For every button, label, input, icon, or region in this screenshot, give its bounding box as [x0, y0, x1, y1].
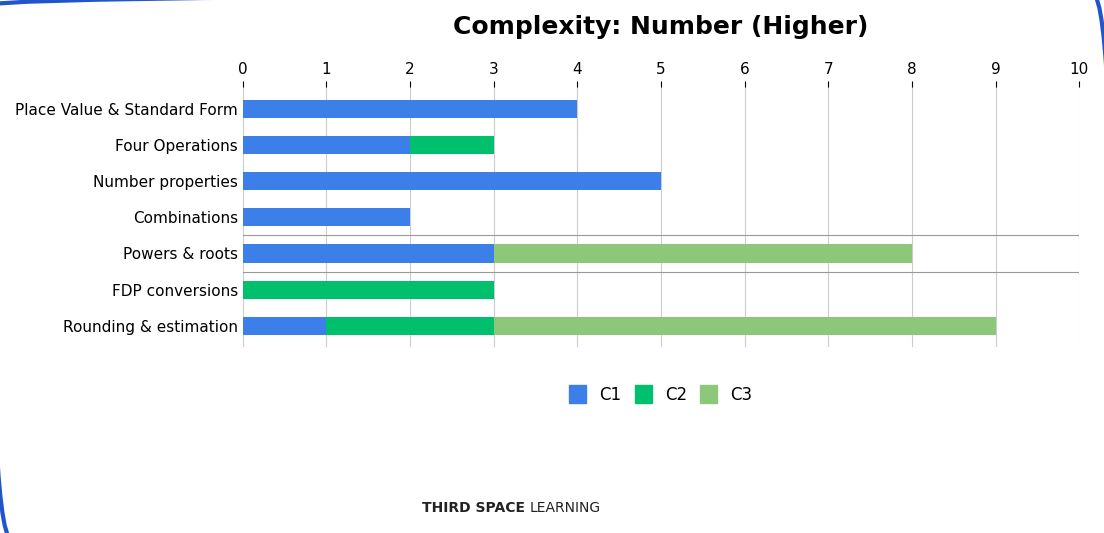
- Text: LEARNING: LEARNING: [530, 500, 601, 515]
- Title: Complexity: Number (Higher): Complexity: Number (Higher): [454, 15, 869, 39]
- Bar: [243, 136, 410, 154]
- Text: THIRD SPACE: THIRD SPACE: [422, 500, 530, 515]
- Bar: [327, 317, 493, 335]
- Bar: [410, 136, 493, 154]
- Bar: [243, 172, 661, 190]
- Bar: [243, 280, 493, 298]
- Bar: [243, 245, 493, 263]
- Bar: [243, 317, 327, 335]
- Bar: [493, 245, 912, 263]
- Bar: [493, 317, 996, 335]
- Bar: [243, 100, 577, 118]
- Legend: C1, C2, C3: C1, C2, C3: [561, 377, 761, 412]
- Bar: [243, 208, 410, 227]
